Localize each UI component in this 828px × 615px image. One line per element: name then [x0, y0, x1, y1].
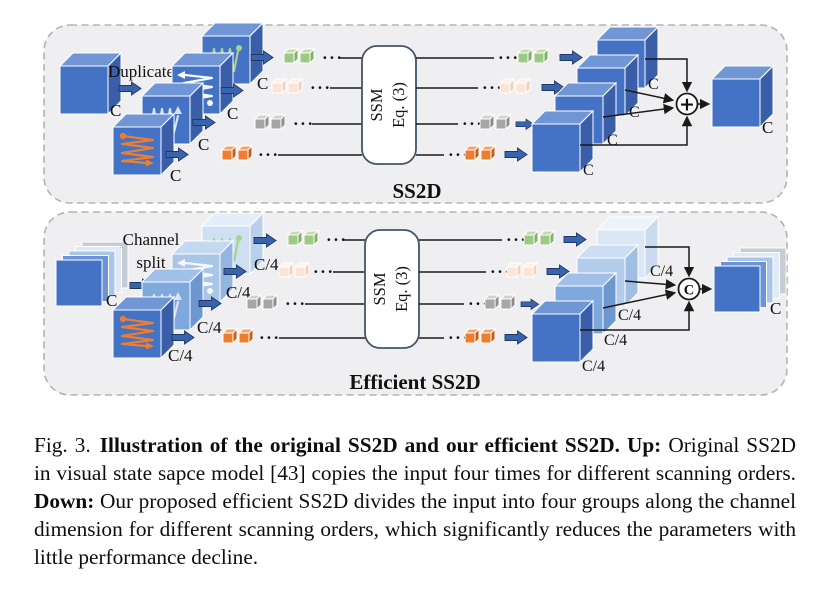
ellipsis: ··· [448, 328, 470, 347]
ssm-label-2: Eq. (3) [392, 266, 411, 312]
final-cube-label: C [762, 118, 773, 137]
caption-fig-label: Fig. 3. [34, 433, 91, 457]
scan-label-3: C/4 [197, 318, 222, 337]
ellipsis: ··· [498, 48, 520, 67]
ss2d-panel: C Duplicate C C C C ··· ··· ··· ··· [43, 22, 788, 204]
concat-symbol: C [684, 283, 694, 299]
channel-split-label-2: split [136, 253, 166, 272]
scan-label-4: C/4 [168, 346, 193, 365]
ellipsis: ··· [326, 230, 348, 249]
ellipsis: ··· [322, 48, 344, 67]
ssm-label-1: SSM [370, 272, 389, 305]
sum-symbol: + [679, 94, 695, 116]
output-label-3: C [607, 132, 618, 149]
flow-lines-in [278, 57, 362, 156]
caption-down-label: Down: [34, 489, 95, 513]
concat-circle [677, 277, 701, 301]
ellipsis: ··· [313, 262, 335, 281]
scan-label-4: C [170, 166, 181, 185]
final-cube-label: C [770, 299, 781, 318]
token-rows-out: ··· ··· ··· ··· [416, 48, 583, 164]
ellipsis: ··· [258, 145, 280, 164]
caption-down-text: Our proposed efficient SS2D divides the … [34, 489, 796, 569]
output-cube-4 [531, 300, 594, 363]
caption-bold-intro: Illustration of the original SS2D and ou… [99, 433, 620, 457]
scan-label-3: C [198, 135, 209, 154]
ellipsis: ··· [448, 145, 470, 164]
ellipsis: ··· [259, 328, 281, 347]
efficient-ss2d-title: Efficient SS2D [349, 370, 480, 394]
ellipsis: ··· [293, 114, 315, 133]
input-cube-label: C [106, 291, 117, 310]
scan-cube-orange [112, 113, 175, 176]
ellipsis: ··· [310, 78, 332, 97]
output-label-4: C/4 [582, 358, 605, 375]
output-label-4: C [583, 162, 594, 179]
ssm-label-1: SSM [367, 88, 386, 121]
ellipsis: ··· [468, 294, 490, 313]
output-label-3: C/4 [604, 332, 627, 349]
figure-caption: Fig. 3. Illustration of the original SS2D… [34, 431, 796, 571]
caption-up-label: Up: [626, 433, 662, 457]
scan-label-2: C [227, 104, 238, 123]
duplicate-label: Duplicate [108, 62, 174, 81]
efficient-ss2d-panel: C Channel split C/4 C/4 C/4 C/4 ··· ··· … [43, 211, 788, 396]
scan-label-1: C/4 [254, 255, 279, 274]
ellipsis: ··· [285, 294, 307, 313]
ellipsis: ··· [482, 78, 504, 97]
token-rows-out: ··· ··· ··· ··· [419, 230, 587, 347]
flow-lines-in [279, 239, 365, 339]
scan-label-2: C/4 [226, 283, 251, 302]
ellipsis: ··· [462, 114, 484, 133]
scan-label-1: C [257, 74, 268, 93]
sum-circle [675, 92, 699, 116]
figure-diagram: C Duplicate C C C C ··· ··· ··· ··· [43, 22, 788, 396]
ssm-label-2: Eq. (3) [389, 82, 408, 128]
ss2d-title: SS2D [392, 179, 441, 203]
channel-split-label-1: Channel [123, 230, 180, 249]
output-label-2: C/4 [618, 307, 641, 324]
ellipsis: ··· [490, 262, 512, 281]
ellipsis: ··· [506, 230, 528, 249]
output-label-1: C [648, 76, 659, 93]
scan-cube-orange [112, 296, 175, 359]
input-cube-label: C [110, 101, 121, 120]
flow-lines-out [419, 239, 502, 339]
merge-lines [580, 246, 713, 331]
flow-lines-out [416, 57, 494, 156]
token-rows-in: ··· ··· ··· ··· [222, 48, 362, 164]
ssm-box [361, 45, 417, 165]
token-rows-in: ··· ··· ··· ··· [223, 230, 365, 347]
caption-up-text: Original SS2D in visual state sapce mode… [34, 433, 797, 485]
output-label-1: C/4 [650, 263, 673, 280]
ssm-box [364, 229, 420, 349]
merge-lines [580, 58, 711, 146]
